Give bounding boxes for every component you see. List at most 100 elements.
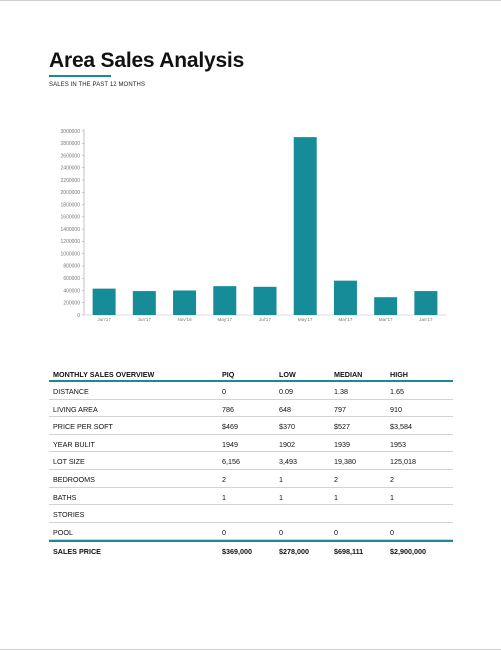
table-row: DISTANCE 0 0.09 1.38 1.65 xyxy=(49,382,453,400)
table-row: BEDROOMS 2 1 2 2 xyxy=(49,470,453,488)
column-header-low: LOW xyxy=(279,370,296,379)
y-tick-label: 1600000 xyxy=(61,215,81,221)
cell-low: 0.09 xyxy=(279,387,293,396)
cell-high: $3,584 xyxy=(390,422,412,432)
table-row: POOL 0 0 0 0 xyxy=(49,523,453,541)
cell-median: 797 xyxy=(334,404,346,414)
cell-piq: 786 xyxy=(222,404,234,414)
page-subtitle: SALES IN THE PAST 12 MONTHS xyxy=(49,82,146,88)
bar xyxy=(213,286,237,315)
cell-piq: $469 xyxy=(222,422,238,432)
cell-median: $527 xyxy=(334,422,350,432)
bar xyxy=(414,291,438,315)
bar xyxy=(253,286,277,315)
x-tick-label: May'17 xyxy=(298,317,313,322)
cell-low: 1 xyxy=(279,474,283,484)
y-tick-label: 1400000 xyxy=(61,227,81,233)
cell-label: POOL xyxy=(53,527,73,537)
table-total-row: SALES PRICE $369,000 $278,000 $698,111 $… xyxy=(49,540,453,558)
cell-label: DISTANCE xyxy=(53,387,89,396)
cell-high: 1953 xyxy=(390,439,406,449)
cell-high: 125,018 xyxy=(390,457,416,467)
table-row: LOT SIZE 6,156 3,493 19,380 125,018 xyxy=(49,452,453,470)
y-tick-label: 1000000 xyxy=(61,251,81,257)
x-tick-label: Jun'17 xyxy=(97,317,111,322)
cell-label: BEDROOMS xyxy=(53,474,95,484)
bar xyxy=(92,288,116,315)
bar xyxy=(293,137,317,315)
cell-label: PRICE PER SOFT xyxy=(53,422,113,432)
cell-label: STORIES xyxy=(53,510,85,520)
cell-piq: 1 xyxy=(222,492,226,502)
cell-low: 0 xyxy=(279,527,283,537)
cell-high: 910 xyxy=(390,404,402,414)
cell-label: LIVING AREA xyxy=(53,404,98,414)
table-row: BATHS 1 1 1 1 xyxy=(49,488,453,506)
x-tick-label: May'17 xyxy=(217,317,232,322)
cell-low: 1902 xyxy=(279,439,295,449)
cell-median: 19,380 xyxy=(334,457,356,467)
column-header-median: MEDIAN xyxy=(334,370,363,379)
total-label: SALES PRICE xyxy=(53,547,101,557)
total-low: $278,000 xyxy=(279,547,309,557)
column-header-overview: MONTHLY SALES OVERVIEW xyxy=(53,370,155,379)
x-tick-label: Mar'17 xyxy=(338,317,352,322)
y-tick-label: 800000 xyxy=(63,264,80,270)
total-high: $2,900,000 xyxy=(390,547,426,557)
y-tick-label: 3000000 xyxy=(61,129,81,135)
bar xyxy=(333,280,357,315)
column-header-piq: PIQ xyxy=(222,370,235,379)
x-tick-label: Nov'16 xyxy=(177,317,192,322)
y-tick-label: 2000000 xyxy=(61,190,81,196)
cell-label: YEAR BULIT xyxy=(53,439,95,449)
cell-median: 1.38 xyxy=(334,387,348,396)
total-piq: $369,000 xyxy=(222,547,252,557)
table-header-row: MONTHLY SALES OVERVIEW PIQ LOW MEDIAN HI… xyxy=(49,367,453,382)
x-tick-label: Mar'17 xyxy=(379,317,393,322)
cell-low: 3,493 xyxy=(279,457,297,467)
y-tick-label: 2800000 xyxy=(61,141,81,147)
bar xyxy=(173,290,197,315)
cell-label: LOT SIZE xyxy=(53,457,85,467)
table-row: YEAR BULIT 1949 1902 1939 1953 xyxy=(49,435,453,453)
column-header-high: HIGH xyxy=(390,370,408,379)
y-tick-label: 200000 xyxy=(63,301,80,307)
cell-median: 0 xyxy=(334,527,338,537)
cell-piq: 0 xyxy=(222,387,226,396)
cell-high: 2 xyxy=(390,474,394,484)
y-tick-label: 1200000 xyxy=(61,239,81,245)
y-tick-label: 400000 xyxy=(63,288,80,294)
y-tick-label: 600000 xyxy=(63,276,80,282)
x-tick-label: Jun'17 xyxy=(138,317,152,322)
cell-high: 0 xyxy=(390,527,394,537)
sales-overview-table: MONTHLY SALES OVERVIEW PIQ LOW MEDIAN HI… xyxy=(49,367,453,558)
bar xyxy=(374,297,398,315)
page-title: Area Sales Analysis xyxy=(49,49,245,72)
cell-low: 648 xyxy=(279,404,291,414)
cell-high: 1 xyxy=(390,492,394,502)
total-median: $698,111 xyxy=(334,547,364,557)
x-tick-label: Jul'17 xyxy=(259,317,271,322)
table-row: PRICE PER SOFT $469 $370 $527 $3,584 xyxy=(49,417,453,435)
table-row: STORIES xyxy=(49,505,453,523)
y-tick-label: 2400000 xyxy=(61,166,81,172)
cell-piq: 1949 xyxy=(222,439,238,449)
y-tick-label: 0 xyxy=(77,313,80,319)
y-tick-label: 1800000 xyxy=(61,202,81,208)
cell-high: 1.65 xyxy=(390,387,404,396)
cell-low: 1 xyxy=(279,492,283,502)
cell-label: BATHS xyxy=(53,492,77,502)
sales-bar-chart: 0 200000 400000 600000 800000 1000000 1200000 1… xyxy=(61,129,446,322)
cell-piq: 0 xyxy=(222,527,226,537)
title-underline xyxy=(49,75,111,77)
cell-median: 1939 xyxy=(334,439,350,449)
table-row: LIVING AREA 786 648 797 910 xyxy=(49,400,453,418)
y-tick-label: 2600000 xyxy=(61,153,81,159)
cell-piq: 6,156 xyxy=(222,457,240,467)
bar xyxy=(132,291,156,315)
cell-low: $370 xyxy=(279,422,295,432)
cell-piq: 2 xyxy=(222,474,226,484)
cell-median: 2 xyxy=(334,474,338,484)
cell-median: 1 xyxy=(334,492,338,502)
